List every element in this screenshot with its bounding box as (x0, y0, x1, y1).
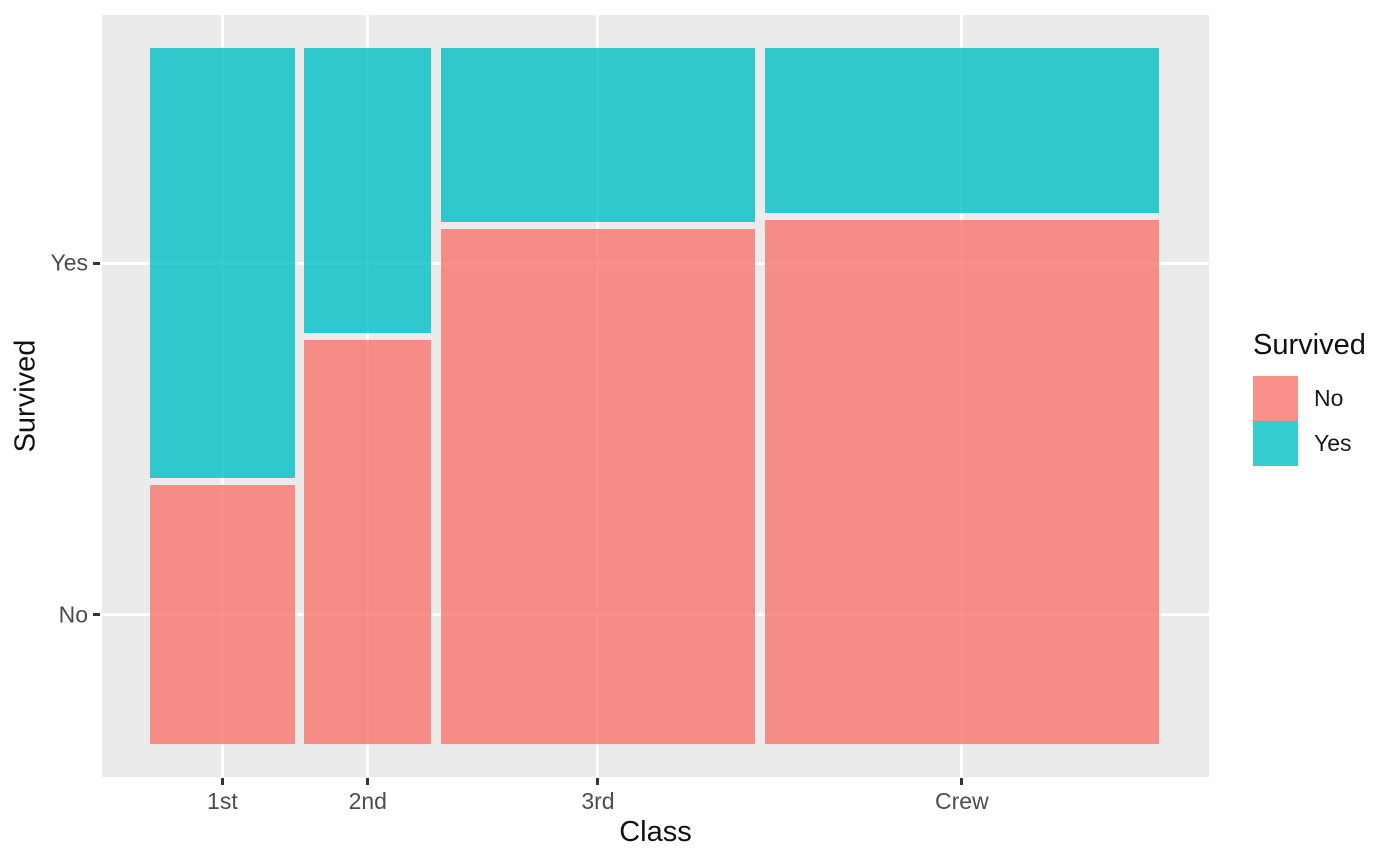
x-axis-title: Class (619, 816, 692, 848)
x-axis-tick (960, 778, 964, 785)
plot-panel (102, 15, 1209, 777)
x-axis-tick (596, 778, 600, 785)
x-tick-label-1st: 1st (207, 788, 238, 814)
y-tick-label-yes: Yes (50, 249, 88, 276)
bar-1st-yes (150, 48, 295, 479)
legend-entry-yes: Yes (1253, 421, 1366, 466)
y-axis-title: Survived (9, 339, 42, 453)
bar-2nd-no (304, 340, 432, 744)
bar-crew-yes (764, 48, 1159, 214)
legend-swatch-no (1253, 376, 1298, 421)
legend-swatch-yes (1253, 421, 1298, 466)
bar-1st-no (150, 485, 295, 744)
legend-label-no: No (1314, 385, 1344, 411)
bar-2nd-yes (304, 48, 432, 334)
y-axis-tick (93, 613, 100, 617)
x-tick-label-2nd: 2nd (348, 788, 387, 814)
y-tick-label-no: No (58, 601, 88, 628)
x-axis-tick (220, 778, 224, 785)
y-axis-tick (93, 261, 100, 265)
x-tick-label-crew: Crew (935, 788, 989, 814)
legend-label-yes: Yes (1314, 430, 1352, 456)
legend-entry-no: No (1253, 376, 1366, 421)
x-tick-label-3rd: 3rd (581, 788, 615, 814)
bar-3rd-yes (440, 48, 756, 222)
legend: Survived No Yes (1253, 329, 1366, 466)
bar-crew-no (764, 220, 1159, 744)
bar-3rd-no (440, 228, 756, 744)
legend-title: Survived (1253, 329, 1366, 361)
x-axis-tick (366, 778, 370, 785)
